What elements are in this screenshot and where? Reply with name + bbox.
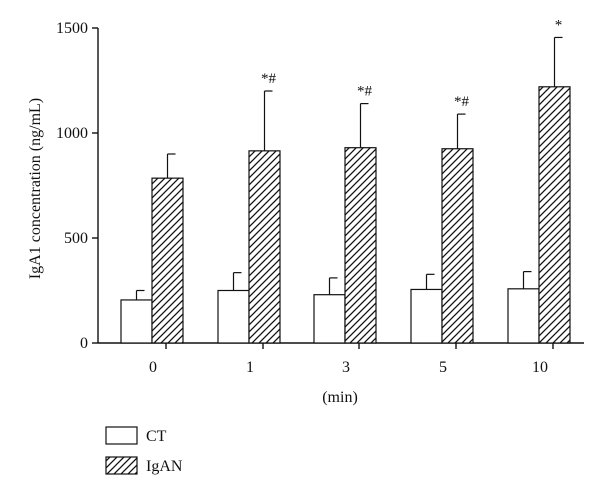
bar-ct-0 (120, 299, 153, 344)
labels: *# *# *# * (261, 17, 562, 110)
bars (120, 36, 571, 344)
bar-ct-3 (313, 294, 346, 344)
bar-igan-0 (151, 177, 184, 344)
y-tick-label: 1500 (56, 20, 88, 37)
bar-igan-5 (441, 148, 474, 344)
significance-label: *# (357, 84, 373, 100)
y-tick-label: 500 (64, 230, 88, 247)
bar-ct-10 (507, 288, 540, 344)
y-axis-title: IgA1 concentration (ng/mL) (27, 98, 44, 279)
bar-ct-1 (217, 289, 250, 344)
significance-label: *# (454, 94, 470, 110)
y-tick-label: 1000 (56, 125, 88, 142)
x-tick-label: 0 (149, 359, 157, 376)
legend-swatch-ct (105, 426, 138, 445)
axes: 0 500 1000 1500 IgA1 concentration (ng/mL) 0 1… (27, 20, 584, 406)
y-tick-label: 0 (80, 335, 88, 352)
legend-label-igan: IgAN (146, 458, 183, 475)
x-axis-title: (min) (322, 389, 358, 406)
significance-label: * (555, 17, 563, 33)
legend-label-ct: CT (146, 428, 167, 445)
x-tick-label: 1 (246, 359, 254, 376)
legend: CT IgAN (105, 426, 183, 475)
significance-label: *# (261, 71, 277, 87)
x-tick-label: 10 (532, 359, 548, 376)
bar-igan-1 (248, 150, 281, 344)
bar-igan-3 (344, 147, 377, 344)
x-tick-label: 5 (439, 359, 447, 376)
bar-ct-5 (410, 288, 443, 344)
bar-igan-10 (538, 86, 571, 344)
legend-swatch-igan (105, 456, 138, 475)
x-tick-label: 3 (342, 359, 350, 376)
